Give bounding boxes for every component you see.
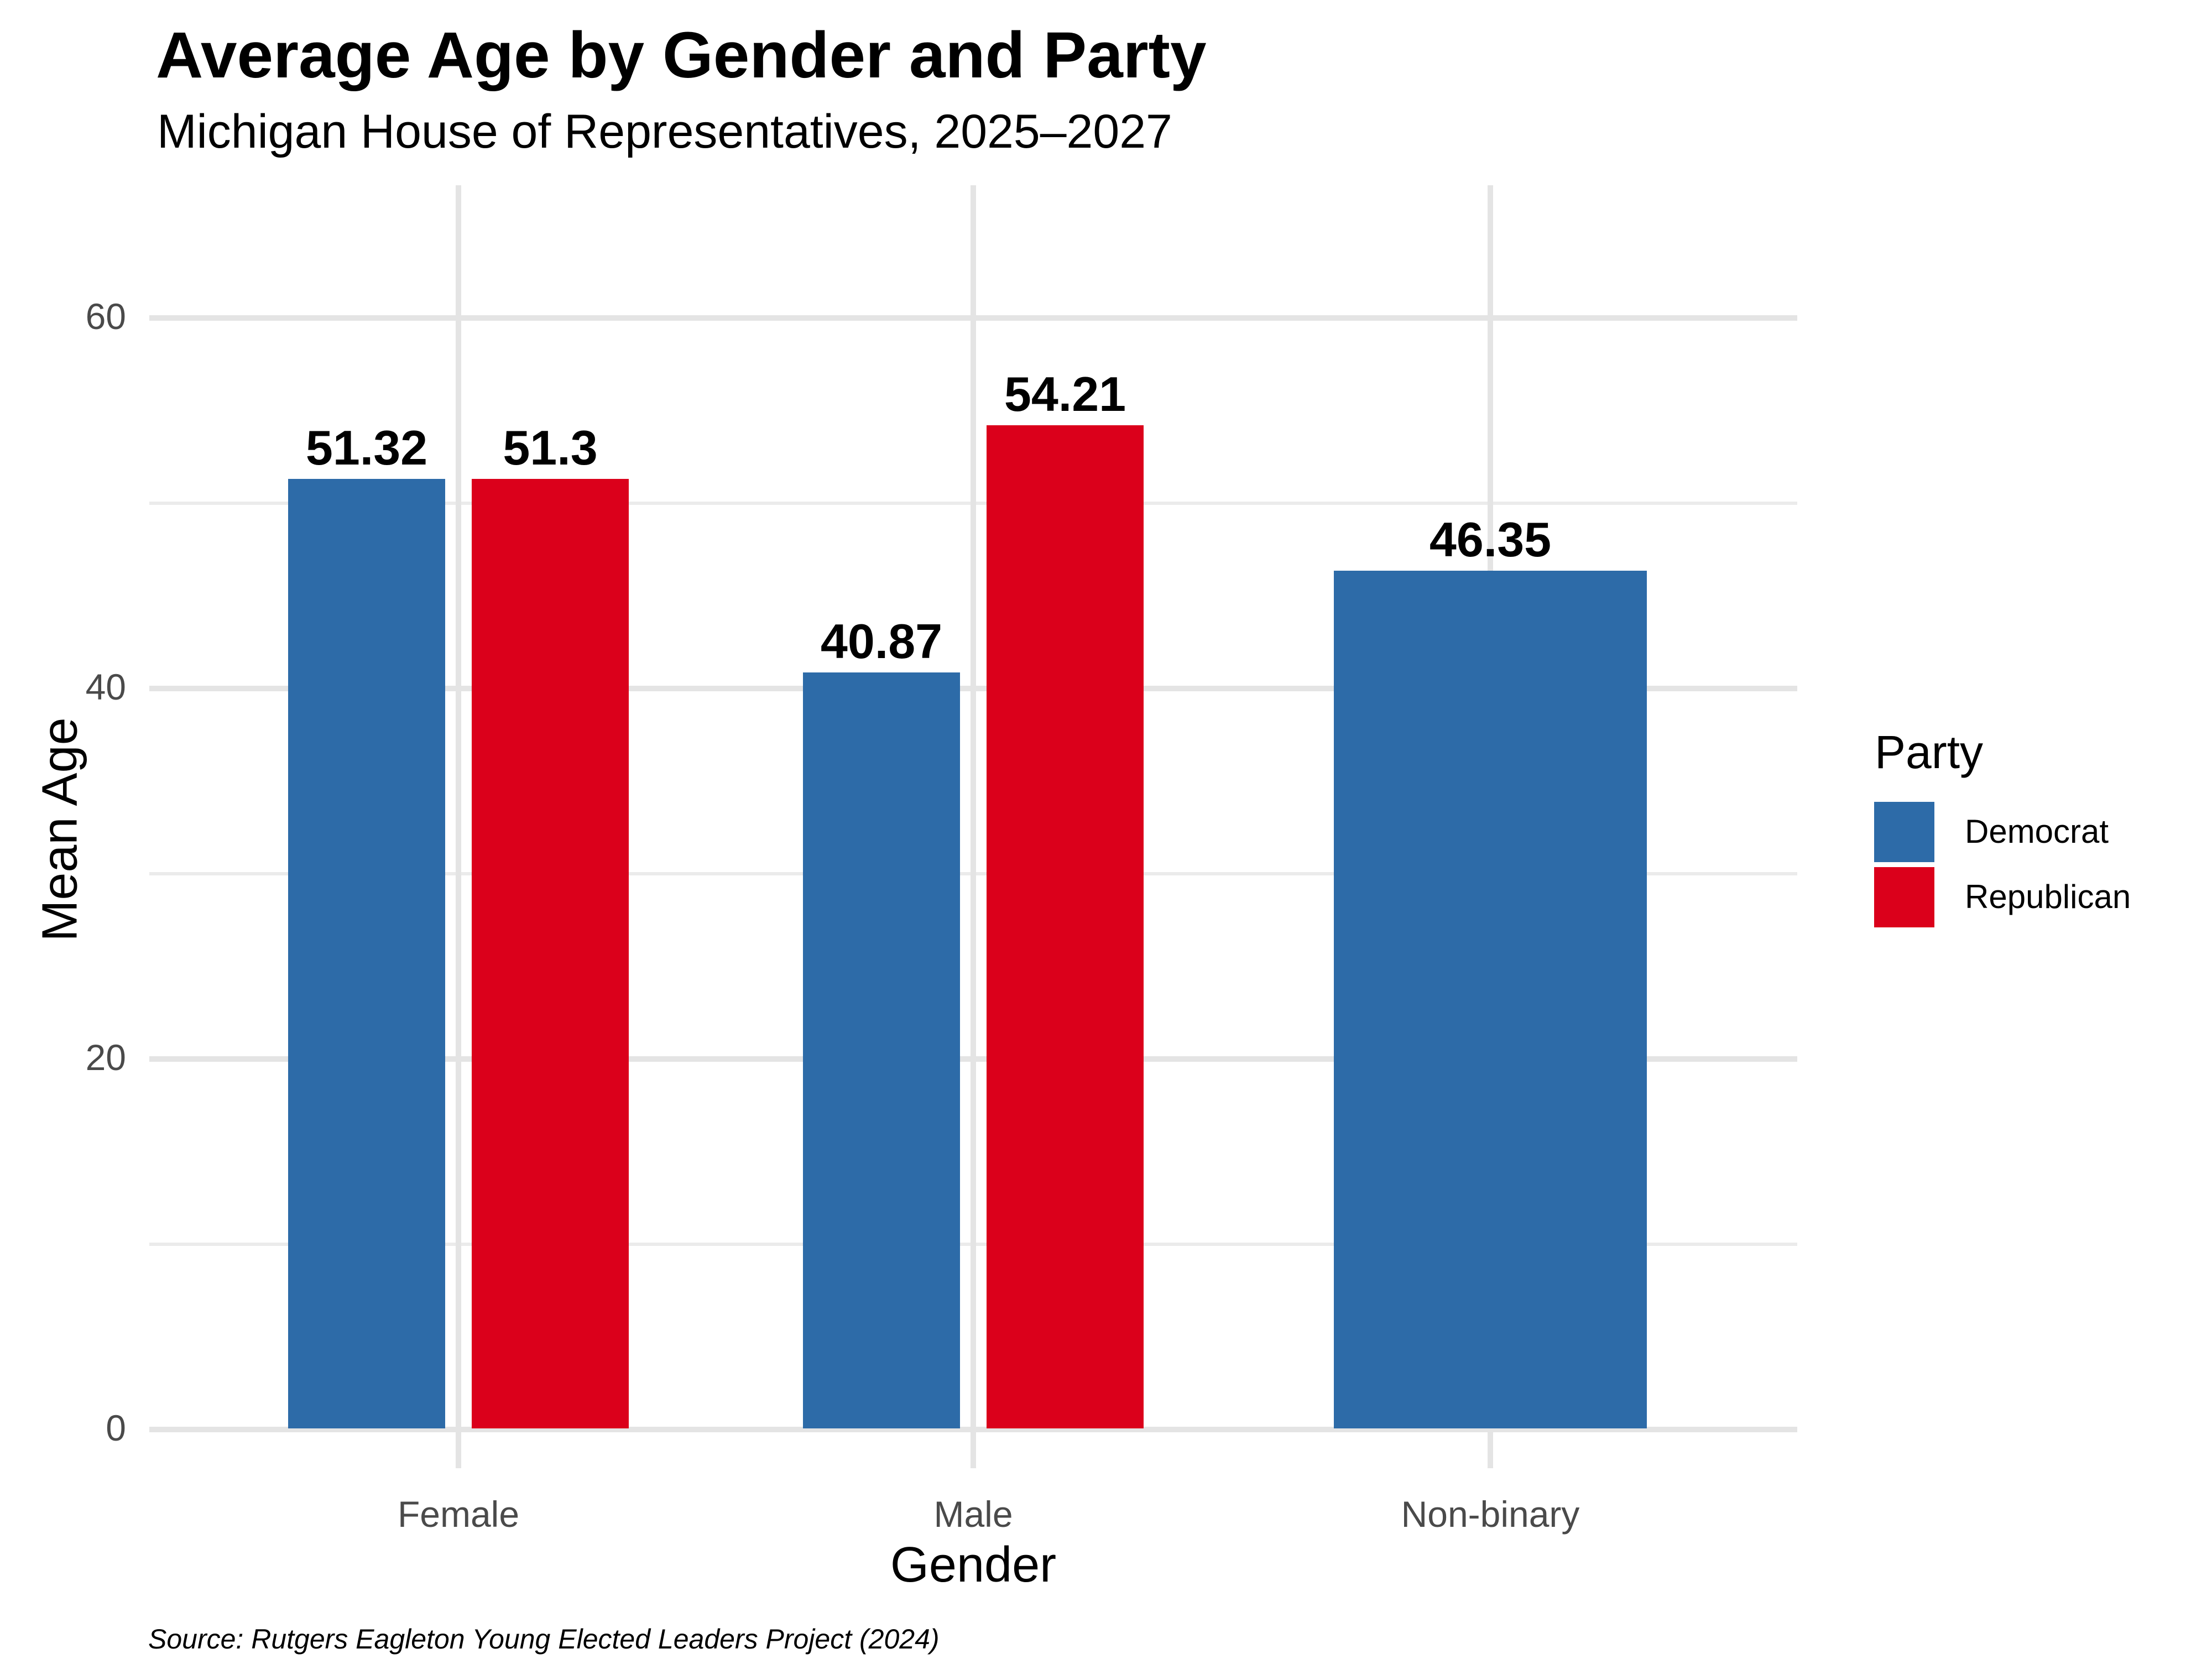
source-note: Source: Rutgers Eagleton Young Elected L… — [148, 1624, 940, 1655]
y-tick-label: 40 — [85, 666, 126, 707]
y-tick-label: 20 — [85, 1037, 126, 1078]
bar-value-label: 46.35 — [1429, 512, 1552, 567]
x-axis-title: Gender — [890, 1537, 1057, 1593]
page-subtitle: Michigan House of Representatives, 2025–… — [157, 105, 1172, 158]
gridline-vertical — [456, 185, 461, 1468]
x-tick-label: Female — [397, 1494, 520, 1535]
legend-item-label: Democrat — [1965, 813, 2109, 850]
bar-republican-male — [987, 425, 1144, 1428]
legend-item-label: Republican — [1965, 878, 2131, 915]
legend-swatch-republican — [1874, 867, 1934, 927]
x-tick-label: Non-binary — [1401, 1494, 1580, 1535]
bar-value-label: 51.32 — [305, 420, 428, 475]
bar-value-label: 51.3 — [503, 420, 598, 475]
gridline-vertical — [971, 185, 976, 1468]
x-tick-label: Male — [933, 1494, 1013, 1535]
legend-swatch-democrat — [1874, 802, 1934, 862]
bar-value-label: 54.21 — [1004, 367, 1126, 421]
bar-democrat-non-binary — [1334, 571, 1647, 1428]
legend-title: Party — [1875, 726, 1984, 778]
bar-republican-female — [472, 479, 629, 1428]
y-tick-label: 60 — [85, 296, 126, 337]
bar-democrat-female — [288, 479, 445, 1428]
page-title: Average Age by Gender and Party — [156, 19, 1207, 92]
bar-democrat-male — [803, 672, 960, 1428]
y-tick-label: 0 — [106, 1407, 126, 1448]
bar-value-label: 40.87 — [820, 614, 943, 669]
